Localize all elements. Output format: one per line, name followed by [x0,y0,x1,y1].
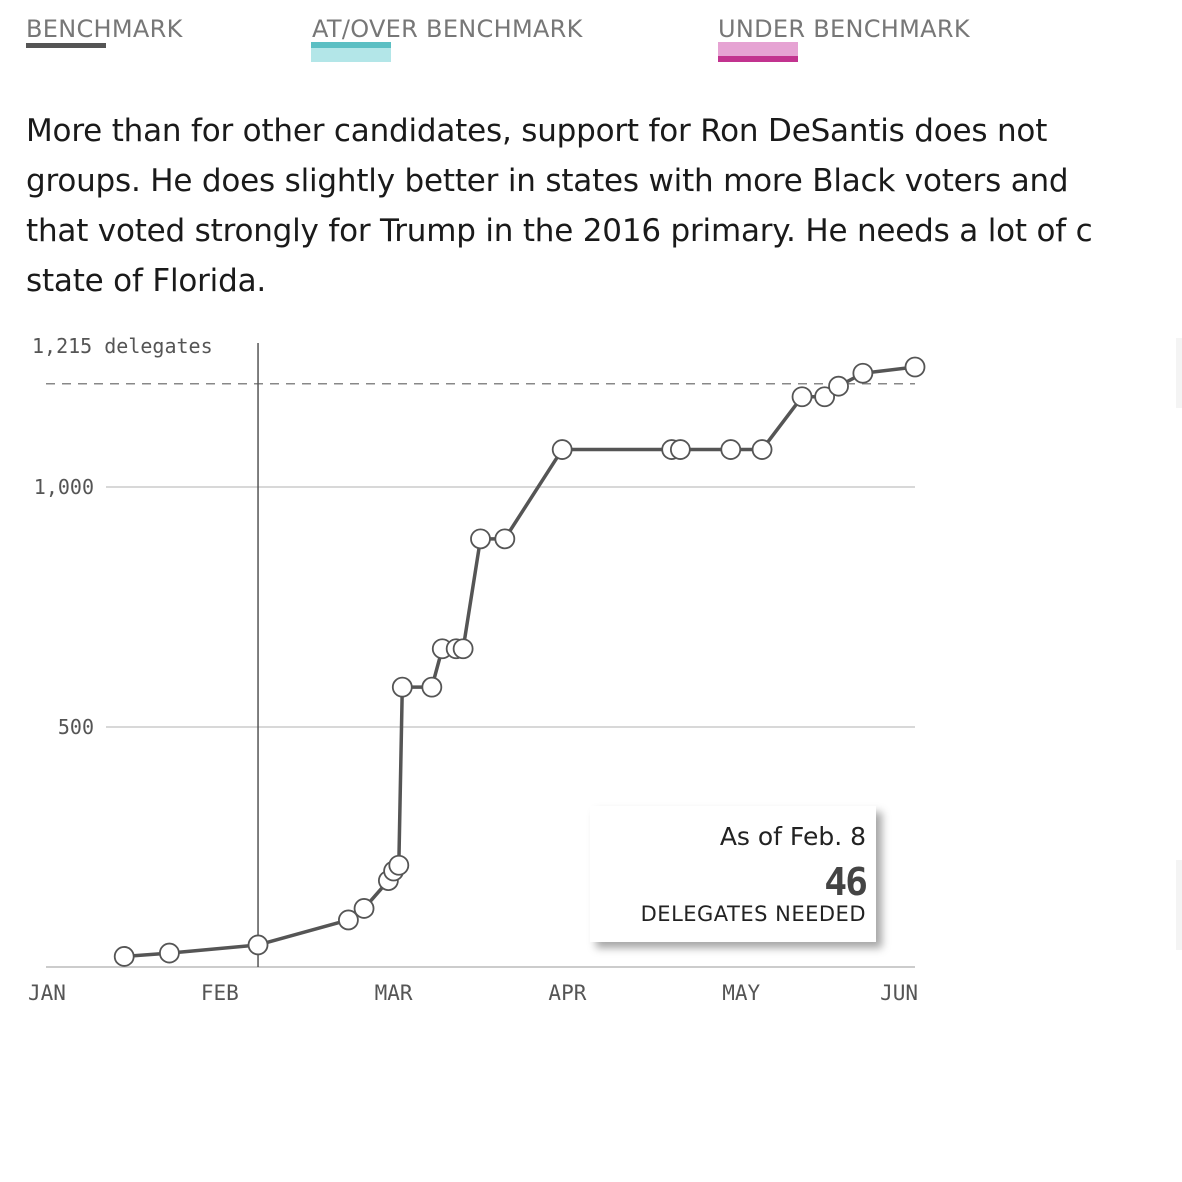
data-point [470,528,491,550]
data-point [852,362,874,384]
data-point [421,676,443,698]
status-callout: As of Feb. 8 46 DELEGATES NEEDED [590,806,876,942]
y-tick-label: 500 [58,715,94,739]
legend-under-swatch [718,42,798,62]
legend-over: AT/OVER BENCHMARK [312,14,583,44]
delegate-chart: 500 1,000 1,215 delegates JAN FEB MAR APR MAY JU… [28,334,926,1005]
data-point [338,909,359,931]
callout-label: DELEGATES NEEDED [640,902,866,926]
data-point [452,638,474,660]
data-point [551,439,573,460]
callout-value: 46 [824,860,868,904]
description-line: groups. He does slightly better in state… [26,163,1069,199]
data-point [751,439,773,460]
description-line: that voted strongly for Trump in the 201… [26,213,1093,249]
x-tick-label: JAN [28,981,66,1005]
x-tick-label: JUN [880,981,918,1005]
data-point [353,898,375,919]
description-line: state of Florida. [26,263,267,299]
data-point [113,946,135,967]
x-tick-label: FEB [201,981,239,1005]
data-point [494,528,516,550]
description-text: More than for other candidates, support … [26,106,1182,306]
y-tick-label: 1,000 [34,475,94,499]
threshold-label: 1,215 delegates [32,334,213,358]
data-point [388,854,410,876]
data-point [158,942,180,964]
data-point [720,439,742,460]
data-point [247,934,269,956]
legend-benchmark-swatch [26,43,106,48]
legend-benchmark: BENCHMARK [26,14,183,44]
data-point [391,676,413,698]
x-tick-label: APR [548,981,586,1005]
x-tick-label: MAR [375,981,413,1005]
edge-fragment [1176,860,1182,950]
data-point [828,375,849,397]
legend-over-swatch [311,42,391,62]
data-point [669,439,691,460]
legend-under-label: UNDER BENCHMARK [718,15,970,43]
data-point [814,386,836,408]
callout-date: As of Feb. 8 [719,822,866,851]
data-point [791,386,813,408]
legend-over-label: AT/OVER BENCHMARK [312,15,583,43]
edge-fragment [1176,338,1182,408]
x-tick-label: MAY [722,981,760,1005]
legend-under: UNDER BENCHMARK [718,14,970,44]
description-line: More than for other candidates, support … [26,113,1048,149]
data-point [904,356,926,378]
legend-benchmark-label: BENCHMARK [26,15,183,43]
